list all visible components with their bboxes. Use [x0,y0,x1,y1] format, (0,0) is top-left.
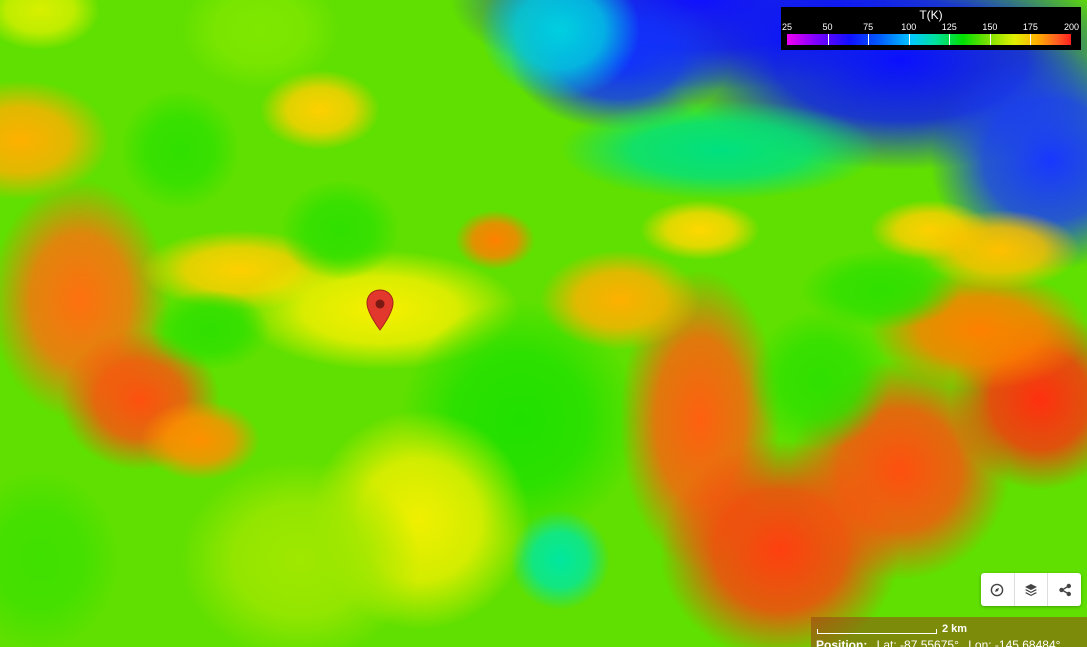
legend-tick-mark [989,34,991,45]
legend-tick-label: 200 [1063,22,1079,32]
compass-icon [991,583,1004,596]
longitude-value: Lon: -145.68484° [968,638,1061,647]
share-icon [1058,583,1071,596]
share-button[interactable] [1048,573,1081,606]
map-pin-icon [366,289,394,331]
legend-tick-label: 75 [863,22,874,32]
legend-tick-mark [949,34,951,45]
legend-tick-mark [908,34,910,45]
info-bar: 2 km Position: Lat: -87.55675° Lon: -145… [811,617,1087,647]
legend-tick-label: 125 [941,22,957,32]
legend-tick-label: 50 [822,22,833,32]
compass-button[interactable] [981,573,1015,606]
legend-tick-mark [868,34,870,45]
layers-icon [1025,583,1037,596]
legend-tick-label: 25 [782,22,793,32]
cursor-position: Position: Lat: -87.55675° Lon: -145.6848… [816,638,1066,647]
position-label: Position: [816,638,868,647]
temperature-legend: T(K) 25 50 75 100 125 150 175 200 [781,7,1081,50]
map-controls [981,573,1081,606]
legend-tick-mark [1030,34,1032,45]
scale-bar [817,629,937,634]
scale-label: 2 km [942,623,968,635]
legend-tick-label: 175 [1022,22,1038,32]
latitude-value: Lat: -87.55675° [876,638,959,647]
legend-tick-mark [827,34,829,45]
location-marker[interactable] [365,289,395,331]
layers-button[interactable] [1015,573,1049,606]
legend-title: T(K) [919,8,943,22]
legend-tick-label: 100 [901,22,917,32]
legend-color-bar [787,34,1071,45]
legend-tick-label: 150 [982,22,998,32]
